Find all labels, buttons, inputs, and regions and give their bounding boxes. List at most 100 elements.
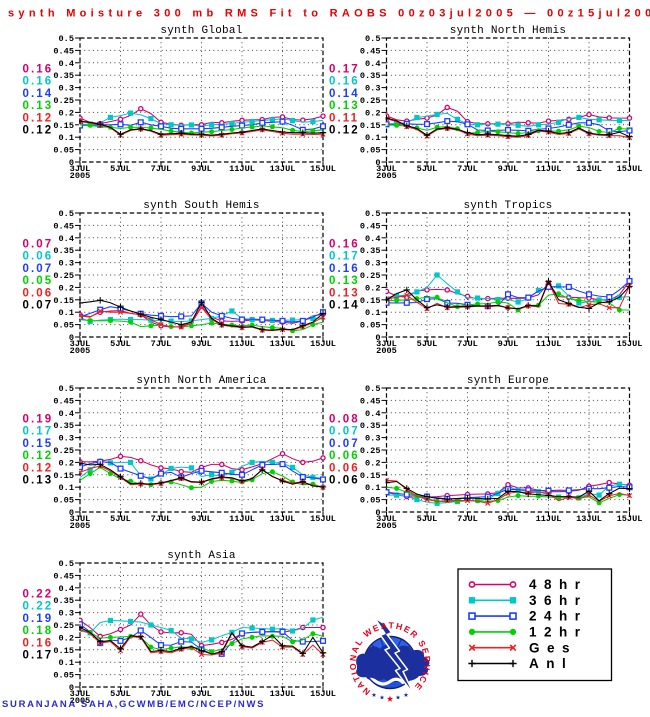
svg-text:2005: 2005 bbox=[376, 346, 397, 356]
svg-text:7JUL: 7JUL bbox=[151, 689, 172, 699]
svg-text:0.15: 0.15 bbox=[360, 471, 381, 481]
svg-text:0: 0 bbox=[69, 333, 74, 343]
svg-text:0.08: 0.08 bbox=[329, 414, 360, 426]
svg-text:0.35: 0.35 bbox=[360, 421, 381, 431]
svg-text:0.16: 0.16 bbox=[329, 263, 360, 275]
svg-text:9JUL: 9JUL bbox=[498, 514, 519, 524]
svg-text:0.1: 0.1 bbox=[59, 483, 74, 493]
svg-text:5JUL: 5JUL bbox=[417, 514, 438, 524]
svg-text:0.16: 0.16 bbox=[23, 64, 54, 76]
svg-text:0.12: 0.12 bbox=[23, 462, 54, 474]
svg-text:0.5: 0.5 bbox=[365, 384, 380, 394]
svg-text:13JUL: 13JUL bbox=[270, 339, 296, 349]
svg-text:0.13: 0.13 bbox=[329, 275, 360, 287]
svg-text:3JUL: 3JUL bbox=[376, 164, 397, 174]
svg-text:0.4: 0.4 bbox=[365, 234, 380, 244]
svg-text:11JUL: 11JUL bbox=[536, 164, 562, 174]
svg-text:0.05: 0.05 bbox=[23, 275, 54, 287]
svg-text:0.4: 0.4 bbox=[59, 59, 74, 69]
svg-text:3JUL: 3JUL bbox=[70, 339, 91, 349]
svg-text:2005: 2005 bbox=[70, 696, 91, 706]
svg-text:0.22: 0.22 bbox=[23, 589, 54, 601]
svg-text:0.16: 0.16 bbox=[329, 239, 360, 251]
svg-text:11JUL: 11JUL bbox=[229, 514, 255, 524]
svg-text:0.06: 0.06 bbox=[329, 475, 360, 487]
svg-text:3JUL: 3JUL bbox=[70, 689, 91, 699]
svg-text:0.45: 0.45 bbox=[53, 571, 74, 581]
svg-text:0.4: 0.4 bbox=[365, 409, 380, 419]
svg-text:0.15: 0.15 bbox=[360, 296, 381, 306]
svg-text:0.45: 0.45 bbox=[360, 396, 381, 406]
svg-text:2005: 2005 bbox=[70, 171, 91, 181]
svg-text:0.07: 0.07 bbox=[23, 239, 54, 251]
svg-text:0.05: 0.05 bbox=[360, 496, 381, 506]
svg-text:0.05: 0.05 bbox=[53, 321, 74, 331]
svg-text:0.06: 0.06 bbox=[329, 462, 360, 474]
svg-text:5JUL: 5JUL bbox=[417, 164, 438, 174]
svg-text:synth North Hemis: synth North Hemis bbox=[450, 25, 566, 37]
svg-text:0.15: 0.15 bbox=[53, 121, 74, 131]
svg-text:0.5: 0.5 bbox=[59, 384, 74, 394]
svg-text:0.3: 0.3 bbox=[59, 84, 74, 94]
svg-text:12hr: 12hr bbox=[529, 625, 588, 640]
svg-text:36hr: 36hr bbox=[529, 593, 588, 608]
svg-text:0.4: 0.4 bbox=[59, 409, 74, 419]
svg-text:0.45: 0.45 bbox=[53, 46, 74, 56]
svg-text:0.3: 0.3 bbox=[59, 609, 74, 619]
svg-text:0.5: 0.5 bbox=[365, 34, 380, 44]
svg-text:synth Moisture 300 mb RMS Fit: synth Moisture 300 mb RMS Fit to RAOBS 0… bbox=[8, 8, 650, 20]
svg-text:0.2: 0.2 bbox=[59, 108, 74, 118]
svg-text:0.5: 0.5 bbox=[59, 34, 74, 44]
svg-text:0.45: 0.45 bbox=[53, 221, 74, 231]
svg-text:15JUL: 15JUL bbox=[310, 689, 336, 699]
svg-text:0.05: 0.05 bbox=[53, 496, 74, 506]
svg-text:0.14: 0.14 bbox=[23, 88, 54, 100]
svg-text:0.07: 0.07 bbox=[329, 426, 360, 438]
svg-text:0.35: 0.35 bbox=[53, 421, 74, 431]
svg-text:0: 0 bbox=[375, 158, 380, 168]
svg-text:0.35: 0.35 bbox=[53, 596, 74, 606]
svg-text:0.16: 0.16 bbox=[329, 76, 360, 88]
svg-text:11JUL: 11JUL bbox=[536, 339, 562, 349]
svg-text:0.07: 0.07 bbox=[23, 263, 54, 275]
svg-text:3JUL: 3JUL bbox=[376, 514, 397, 524]
svg-text:0.15: 0.15 bbox=[53, 471, 74, 481]
svg-text:Ges: Ges bbox=[529, 640, 577, 655]
svg-text:0.05: 0.05 bbox=[53, 146, 74, 156]
svg-text:9JUL: 9JUL bbox=[191, 689, 212, 699]
svg-text:0.05: 0.05 bbox=[360, 321, 381, 331]
svg-text:0.4: 0.4 bbox=[365, 59, 380, 69]
svg-text:9JUL: 9JUL bbox=[191, 339, 212, 349]
svg-text:Anl: Anl bbox=[529, 656, 573, 671]
svg-text:11JUL: 11JUL bbox=[229, 689, 255, 699]
svg-text:0.16: 0.16 bbox=[23, 637, 54, 649]
svg-text:0.06: 0.06 bbox=[329, 450, 360, 462]
svg-text:7JUL: 7JUL bbox=[457, 514, 478, 524]
svg-text:0.16: 0.16 bbox=[23, 76, 54, 88]
svg-text:2005: 2005 bbox=[376, 171, 397, 181]
svg-text:0.06: 0.06 bbox=[23, 251, 54, 263]
svg-text:0.15: 0.15 bbox=[53, 296, 74, 306]
svg-text:9JUL: 9JUL bbox=[498, 164, 519, 174]
svg-text:0.07: 0.07 bbox=[23, 300, 54, 312]
svg-text:0.3: 0.3 bbox=[59, 434, 74, 444]
svg-text:0.45: 0.45 bbox=[360, 46, 381, 56]
svg-text:0.25: 0.25 bbox=[53, 271, 74, 281]
svg-text:synth Global: synth Global bbox=[160, 25, 242, 37]
svg-text:13JUL: 13JUL bbox=[576, 514, 602, 524]
svg-text:15JUL: 15JUL bbox=[310, 514, 336, 524]
svg-text:0.13: 0.13 bbox=[23, 475, 54, 487]
svg-text:synth Europe: synth Europe bbox=[467, 375, 549, 387]
svg-text:5JUL: 5JUL bbox=[110, 339, 131, 349]
svg-text:13JUL: 13JUL bbox=[576, 339, 602, 349]
svg-text:0.15: 0.15 bbox=[53, 646, 74, 656]
svg-text:2005: 2005 bbox=[376, 521, 397, 531]
svg-text:11JUL: 11JUL bbox=[229, 164, 255, 174]
svg-text:3JUL: 3JUL bbox=[70, 514, 91, 524]
svg-text:0.12: 0.12 bbox=[23, 450, 54, 462]
svg-text:0.2: 0.2 bbox=[59, 633, 74, 643]
svg-text:0: 0 bbox=[69, 683, 74, 693]
svg-text:9JUL: 9JUL bbox=[191, 164, 212, 174]
svg-text:0.14: 0.14 bbox=[329, 300, 360, 312]
svg-text:0.2: 0.2 bbox=[59, 283, 74, 293]
